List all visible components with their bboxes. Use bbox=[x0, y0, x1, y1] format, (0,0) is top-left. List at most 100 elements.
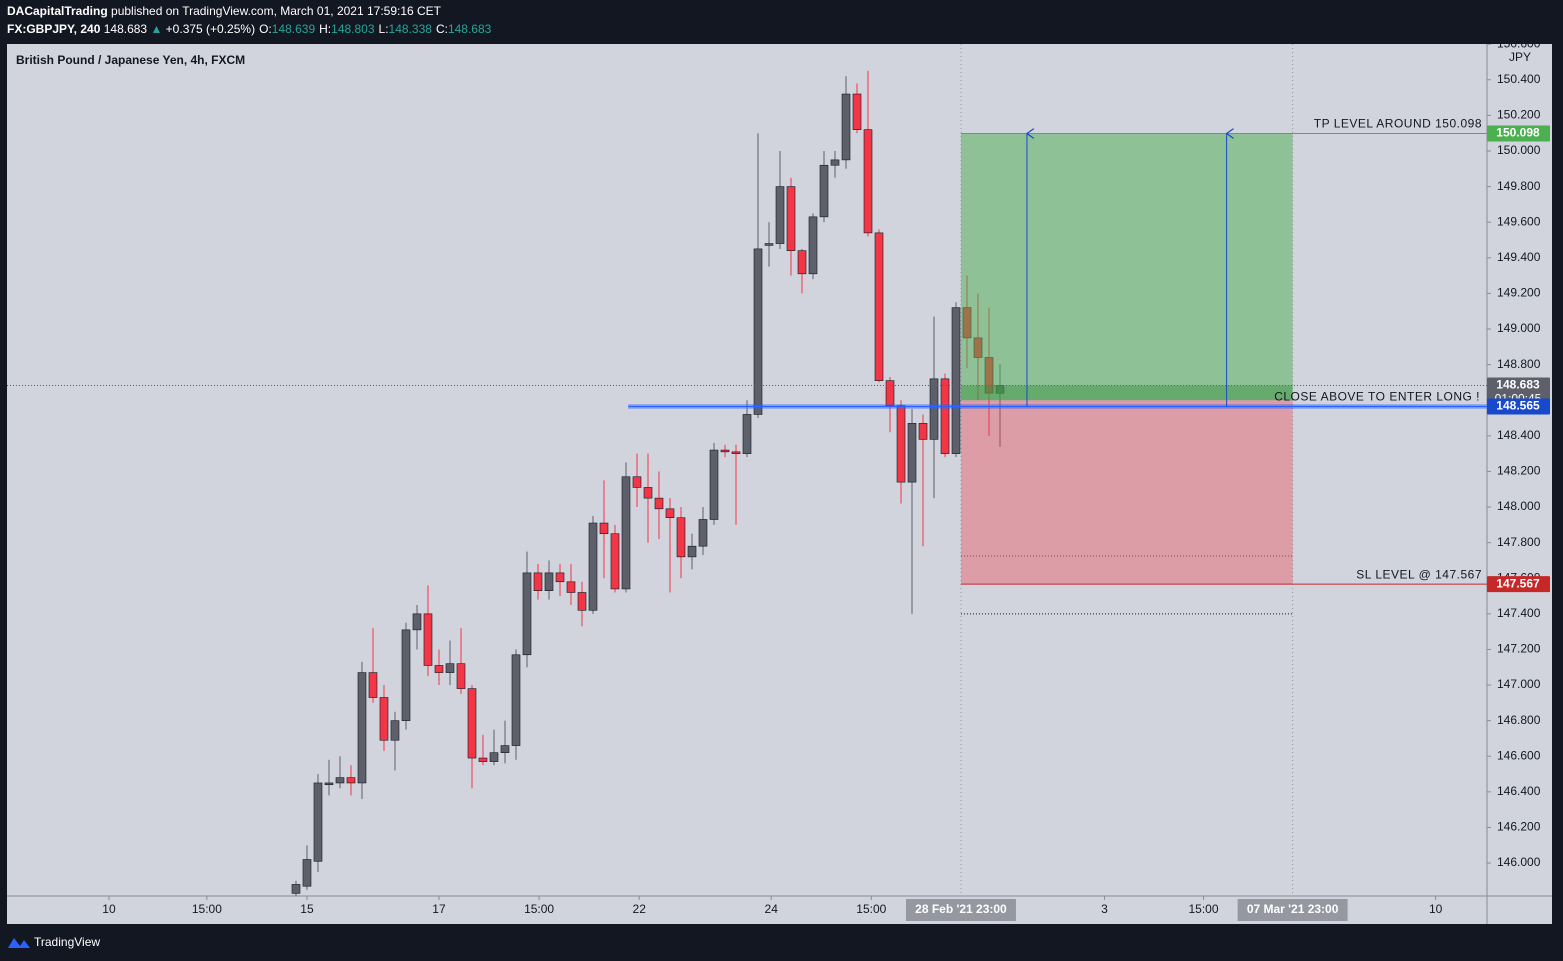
y-tick-label: 148.000 bbox=[1497, 499, 1541, 513]
x-tick-label: 15:00 bbox=[192, 902, 222, 916]
price-tag bbox=[1487, 398, 1550, 415]
candle-body bbox=[643, 487, 653, 499]
price-tag bbox=[1487, 125, 1550, 142]
y-tick-label: 147.800 bbox=[1497, 535, 1541, 549]
footer-text: TradingView bbox=[34, 935, 100, 949]
candle-body bbox=[929, 378, 939, 440]
candle-body bbox=[819, 164, 829, 218]
y-tick-label: 148.400 bbox=[1497, 428, 1541, 442]
last-price: 148.683 bbox=[104, 22, 148, 36]
change: ▲ bbox=[150, 22, 165, 36]
symbol: FX:GBPJPY, 240 bbox=[7, 22, 101, 36]
candle-body bbox=[797, 250, 807, 275]
candle-body bbox=[632, 476, 642, 488]
y-tick-label: 150.400 bbox=[1497, 72, 1541, 86]
y-tick-label: 150.200 bbox=[1497, 108, 1541, 122]
x-tick-label: 24 bbox=[765, 902, 779, 916]
candle-body bbox=[302, 859, 312, 887]
candle-body bbox=[544, 572, 554, 591]
candle-body bbox=[918, 423, 928, 440]
y-tick-label: 150.000 bbox=[1497, 143, 1541, 157]
y-tick-label: 147.000 bbox=[1497, 677, 1541, 691]
published: published on TradingView.com, March 01, … bbox=[111, 4, 442, 18]
y-tick-label: 146.600 bbox=[1497, 748, 1541, 762]
x-tick-label: 15:00 bbox=[1189, 902, 1219, 916]
candle-body bbox=[401, 629, 411, 721]
tp-annotation: TP LEVEL AROUND 150.098 bbox=[1314, 117, 1482, 131]
candle-body bbox=[588, 522, 598, 611]
candle-body bbox=[357, 672, 367, 784]
plot bbox=[7, 44, 1487, 896]
ohlc-value: 148.338 bbox=[389, 22, 433, 36]
candle-body bbox=[291, 884, 301, 894]
ohlc-value: 148.683 bbox=[448, 22, 492, 36]
x-tick-label: 15 bbox=[300, 902, 314, 916]
overlay: TP LEVEL AROUND 150.098 SL LEVEL @ 147.56… bbox=[1274, 117, 1550, 593]
candle-body bbox=[621, 476, 631, 590]
x-tick-label: 15:00 bbox=[524, 902, 554, 916]
range-label-box bbox=[905, 899, 1016, 921]
candle-body bbox=[555, 572, 565, 583]
y-tick-label: 149.000 bbox=[1497, 321, 1541, 335]
candle-body bbox=[687, 545, 697, 558]
ohlc-label: O: bbox=[259, 22, 272, 36]
x-tick-label: 3 bbox=[1101, 902, 1108, 916]
candle-body bbox=[709, 449, 719, 520]
entry-annotation: CLOSE ABOVE TO ENTER LONG ! bbox=[1274, 390, 1480, 404]
candle-body bbox=[775, 186, 785, 244]
range-label: 07 Mar '21 23:00 bbox=[1247, 902, 1339, 916]
range-label-box bbox=[1237, 899, 1348, 921]
ohlc-label: H: bbox=[319, 22, 331, 36]
candle-body bbox=[676, 517, 686, 558]
candle-body bbox=[764, 243, 774, 246]
candle-body bbox=[324, 782, 334, 786]
y-tick-label: 146.200 bbox=[1497, 820, 1541, 834]
x-tick-label: 10 bbox=[102, 902, 116, 916]
symbol-line: FX:GBPJPY, 240 148.683 ▲ +0.375 (+0.25%)… bbox=[7, 22, 492, 36]
price-tag-label: 148.565 bbox=[1496, 399, 1540, 413]
y-tick-label: 149.600 bbox=[1497, 214, 1541, 228]
x-tick-label: 15:00 bbox=[856, 902, 886, 916]
range-label: 28 Feb '21 23:00 bbox=[915, 902, 1007, 916]
y-tick-label: 147.400 bbox=[1497, 606, 1541, 620]
candle-body bbox=[533, 572, 543, 591]
x-tick-label: 22 bbox=[633, 902, 647, 916]
stop-zone bbox=[960, 400, 1293, 585]
y-tick-label: 149.800 bbox=[1497, 179, 1541, 193]
candle-body bbox=[390, 720, 400, 741]
candle-body bbox=[599, 522, 609, 535]
candle-body bbox=[566, 581, 576, 593]
candle-body bbox=[610, 533, 620, 590]
ohlc-label: L: bbox=[379, 22, 389, 36]
sl-annotation: SL LEVEL @ 147.567 bbox=[1356, 567, 1482, 581]
logo bbox=[8, 938, 30, 948]
candle-body bbox=[467, 688, 477, 759]
candle-body bbox=[456, 663, 466, 689]
open-pnl-zone bbox=[960, 385, 1293, 401]
header-line: DACapitalTrading published on TradingVie… bbox=[7, 4, 442, 18]
price-tag bbox=[1487, 576, 1550, 593]
price-axis-labels: 146.000 146.200 146.400 146.600 146.800 147.0… bbox=[1487, 44, 1541, 869]
price-axis bbox=[1487, 44, 1552, 896]
candle-body bbox=[830, 159, 840, 166]
candle-body bbox=[731, 451, 741, 454]
candle-body bbox=[863, 129, 873, 234]
candle-body bbox=[654, 497, 664, 510]
ohlc-label: C: bbox=[436, 22, 448, 36]
ohlc-value: 148.639 bbox=[272, 22, 316, 36]
price-tag-label: 150.098 bbox=[1496, 126, 1540, 140]
candle-body bbox=[742, 414, 752, 454]
publisher: DACapitalTrading bbox=[7, 4, 108, 18]
candle-body bbox=[423, 613, 433, 666]
y-tick-label: 148.200 bbox=[1497, 464, 1541, 478]
candle-body bbox=[577, 592, 587, 611]
candle-body bbox=[522, 572, 532, 656]
candle-body bbox=[841, 93, 851, 161]
candle-body bbox=[434, 665, 444, 673]
target-zone bbox=[960, 133, 1293, 401]
y-tick-label: 146.000 bbox=[1497, 855, 1541, 869]
x-tick-label: 10 bbox=[1429, 902, 1443, 916]
y-tick-label: 149.400 bbox=[1497, 250, 1541, 264]
y-unit: JPY bbox=[1509, 50, 1531, 64]
